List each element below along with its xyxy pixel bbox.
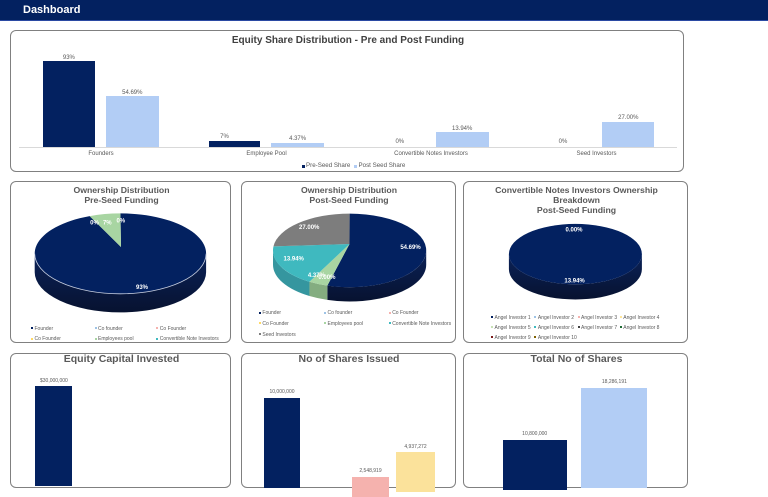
svg-text:93%: 93% [136, 285, 149, 291]
svg-text:0%: 0% [116, 219, 125, 225]
svg-text:7%: 7% [103, 221, 112, 227]
svg-text:0%: 0% [90, 221, 99, 227]
svg-text:13.94%: 13.94% [564, 279, 585, 285]
svg-text:54.69%: 54.69% [400, 245, 421, 251]
svg-text:0.00%: 0.00% [565, 228, 583, 234]
svg-text:0.00%: 0.00% [318, 275, 336, 281]
svg-text:27.00%: 27.00% [299, 225, 320, 231]
svg-text:13.94%: 13.94% [283, 256, 304, 262]
svg-text:4.37%: 4.37% [307, 273, 325, 279]
